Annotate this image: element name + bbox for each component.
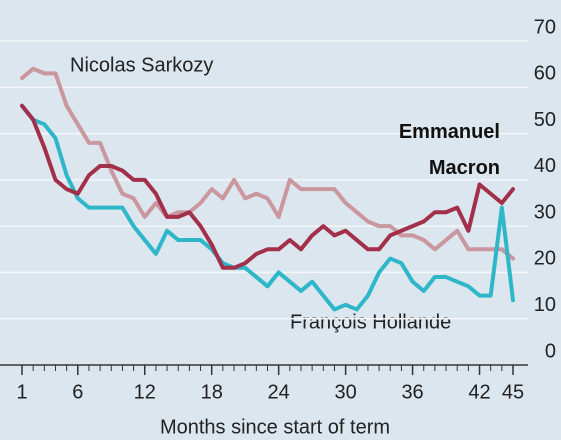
series-line	[20, 66, 515, 261]
series-line	[20, 103, 515, 270]
x-tick-label: 1	[16, 381, 27, 403]
y-tick-label: 30	[534, 201, 556, 223]
series-label: Nicolas Sarkozy	[70, 54, 213, 76]
x-axis-label: Months since start of term	[160, 416, 390, 438]
y-tick-label: 20	[534, 248, 556, 270]
x-tick-label: 6	[72, 381, 83, 403]
series-label: François Hollande	[290, 311, 451, 333]
y-tick-label: 10	[534, 294, 556, 316]
y-tick-label: 40	[534, 155, 556, 177]
series-label: Emmanuel Macron	[398, 121, 500, 179]
y-tick-label: 70	[534, 16, 556, 38]
y-tick-label: 60	[534, 63, 556, 85]
x-tick-label: 42	[468, 381, 490, 403]
y-tick-label: 50	[534, 109, 556, 131]
series-line	[20, 103, 515, 312]
x-tick-label: 18	[201, 381, 223, 403]
x-tick-label: 36	[401, 381, 423, 403]
y-tick-label: 0	[545, 340, 556, 362]
x-tick-label: 45	[502, 381, 524, 403]
x-tick-label: 12	[134, 381, 156, 403]
x-tick-label: 30	[334, 381, 356, 403]
x-tick-label: 24	[268, 381, 290, 403]
